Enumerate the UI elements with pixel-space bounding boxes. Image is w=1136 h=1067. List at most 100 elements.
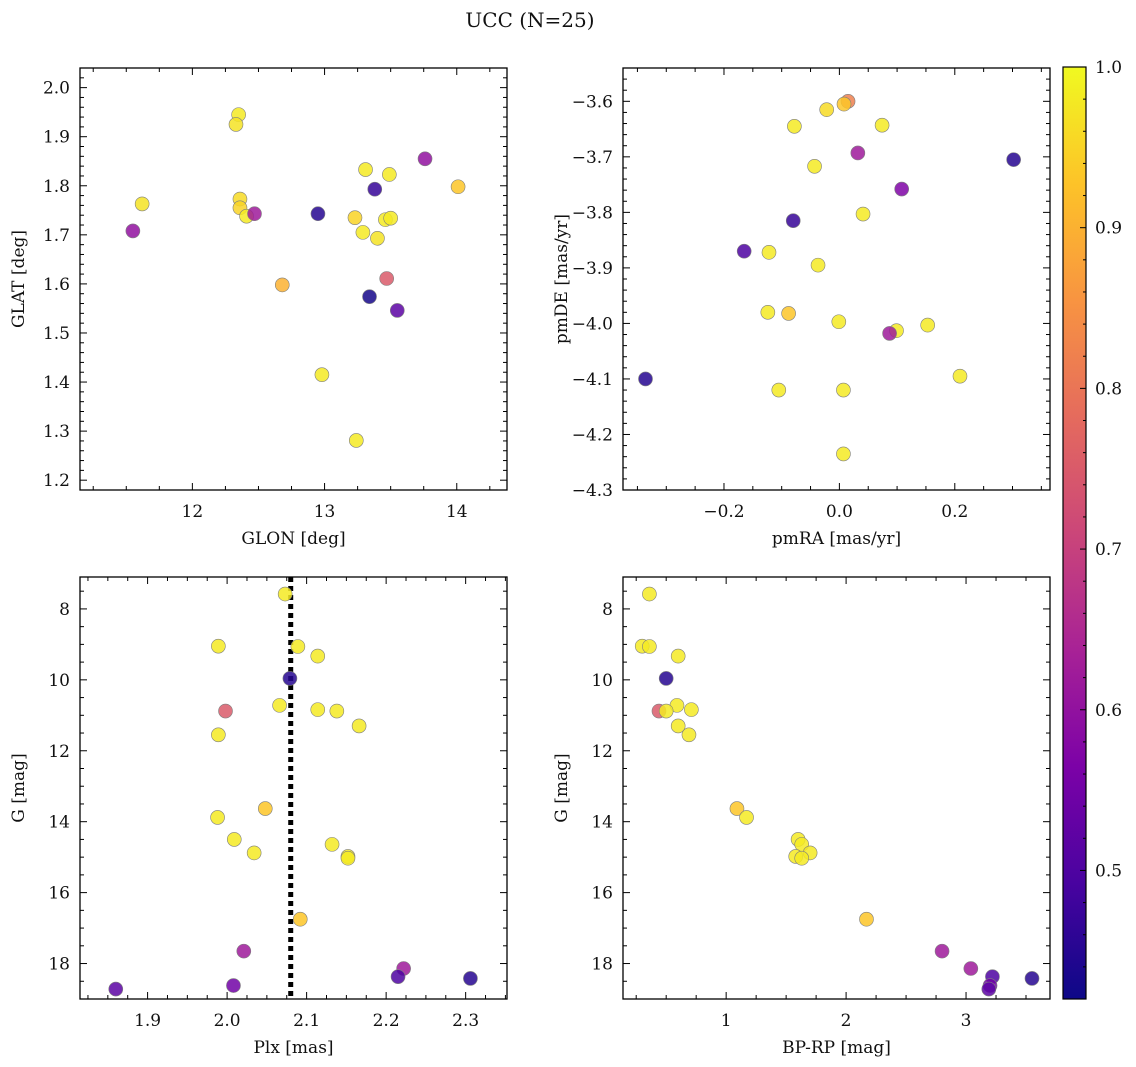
data-point [108,981,124,997]
data-point [760,305,776,320]
y-tick-label: 1.4 [43,373,70,393]
data-point [134,196,150,212]
data-point [290,639,306,654]
x-tick-label: 13 [314,502,336,522]
data-point [894,181,910,197]
y-axis-label: G [mag] [9,753,29,822]
data-point [314,367,330,382]
data-point [226,832,242,847]
data-point [1006,152,1021,167]
colorbar-tick-label: 0.9 [1095,219,1122,239]
y-tick-label: 1.8 [43,177,70,197]
data-point [390,969,406,984]
data-point [810,257,826,273]
x-tick-label: 2.2 [373,1011,400,1031]
data-point [367,181,383,197]
data-point [819,102,834,117]
data-point [370,230,385,246]
x-tick-label: 2.3 [452,1011,479,1031]
data-point [236,943,252,959]
data-point [642,639,657,654]
colorbar-frame [1062,66,1087,1000]
x-tick-label: 2.1 [293,1011,320,1031]
data-point [310,702,326,717]
data-point [351,718,367,734]
data-point [274,277,290,293]
y-tick-label: −4.2 [572,425,613,445]
x-tick-label: 1 [721,1011,732,1031]
y-tick-label: 1.9 [43,128,70,148]
y-tick-label: 2.0 [43,79,70,99]
figure-title: UCC (N=25) [465,8,594,32]
axes-frame [622,576,1051,1000]
x-tick-label: −0.2 [703,502,744,522]
x-tick-label: 2 [841,1011,852,1031]
colorbar-tick-label: 0.6 [1095,701,1122,721]
colorbar-tick-label: 1.0 [1095,58,1122,78]
y-tick-label: 14 [48,813,70,833]
data-point [463,971,478,986]
colorbar-tick-label: 0.8 [1095,379,1122,399]
axes-frame [622,67,1051,491]
data-point [348,433,364,448]
data-point [379,271,394,286]
y-axis-label: GLAT [deg] [9,230,29,328]
data-point [670,648,686,664]
y-tick-label: 16 [48,884,70,904]
data-point [358,162,373,177]
data-point [761,245,777,260]
x-tick-label: 14 [446,502,468,522]
y-tick-label: 1.7 [43,226,70,246]
data-point [781,306,796,321]
data-point [787,119,802,134]
data-point [794,850,810,866]
y-tick-label: 12 [591,742,613,762]
data-point [340,850,356,866]
data-point [310,206,326,222]
data-point [963,961,979,976]
data-point [850,145,866,161]
y-tick-label: 8 [602,600,613,620]
data-point [934,943,950,959]
y-tick-label: 1.6 [43,275,70,295]
x-tick-label: 2.0 [214,1011,241,1031]
y-tick-label: −4.0 [572,314,613,334]
y-tick-label: 12 [48,742,70,762]
data-point [684,702,699,717]
data-point [226,978,241,993]
data-point [771,382,787,398]
data-point [670,718,686,734]
data-point [329,703,345,719]
y-tick-label: −3.6 [572,92,613,112]
data-point [272,698,287,713]
y-tick-label: 16 [591,884,613,904]
data-point [257,801,273,816]
data-point [247,206,262,222]
data-point [211,727,226,743]
y-tick-label: −3.7 [572,148,613,168]
axes-frame [79,67,508,491]
data-point [211,638,226,654]
data-point [831,314,847,330]
data-point [417,151,433,167]
data-point [389,303,405,318]
data-point [855,206,871,222]
y-tick-label: 14 [591,813,613,833]
data-point [836,96,852,112]
axes-frame [79,576,508,1000]
data-point [658,671,674,686]
data-point [347,210,363,225]
y-tick-label: 18 [48,955,70,975]
glon-glat-panel: 12 13 14 1.2 1.3 1.4 1.5 1.6 1.7 1.8 1.9 2.0 GLON [d… [9,67,508,549]
data-point [658,703,674,719]
data-point [324,837,340,852]
data-point [882,326,897,341]
y-tick-label: 1.5 [43,324,70,344]
data-point [739,810,754,825]
data-point [310,648,326,664]
data-point [642,586,657,602]
x-axis-label: pmRA [mas/yr] [772,529,901,549]
data-point [277,586,293,602]
y-tick-label: −4.3 [572,481,613,501]
